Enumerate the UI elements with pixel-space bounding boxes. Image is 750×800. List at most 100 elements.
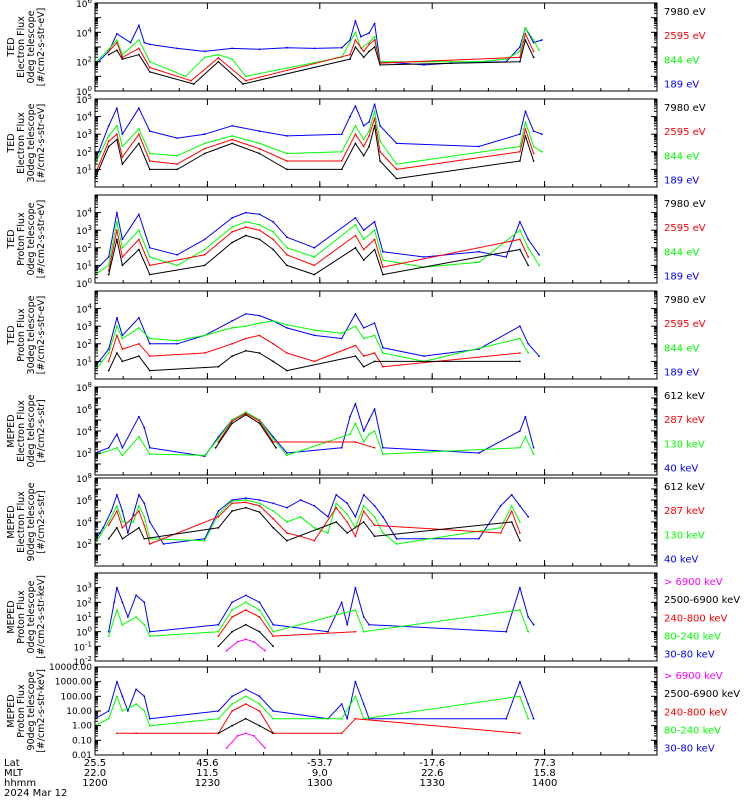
data-point <box>354 586 357 589</box>
data-point <box>362 145 365 148</box>
data-point <box>286 253 288 256</box>
data-point <box>532 56 535 59</box>
legend-entry: 240-800 keV <box>664 613 728 624</box>
data-point <box>116 732 118 735</box>
y-tick-label: 101 <box>76 611 92 624</box>
y-tick-label: 104 <box>76 207 92 220</box>
data-point <box>138 47 140 50</box>
legend-entry: 2595 eV <box>664 223 706 234</box>
data-point <box>346 717 349 720</box>
y-tick-label: 100 <box>76 277 92 290</box>
legend-entry: 240-800 keV <box>664 707 728 718</box>
data-point <box>231 609 234 611</box>
data-point <box>138 53 140 56</box>
data-point <box>373 515 376 518</box>
data-point <box>349 58 351 60</box>
y-axis-label: TED <box>6 229 17 249</box>
data-point <box>313 273 316 276</box>
data-point <box>373 110 376 113</box>
data-point <box>258 314 261 317</box>
data-point <box>527 515 530 518</box>
data-point <box>107 135 110 137</box>
data-point <box>382 266 384 268</box>
data-point <box>148 273 151 276</box>
panel-6: 102 104 106 108 MEPED Electron Flux 90deg tele… <box>6 472 705 567</box>
data-point <box>258 710 261 712</box>
data-point <box>107 360 110 363</box>
data-point <box>107 524 110 527</box>
y-tick-label: 105 <box>76 93 92 106</box>
data-point <box>231 342 234 345</box>
data-point <box>368 41 370 44</box>
data-point <box>519 220 521 223</box>
data-point <box>313 334 316 337</box>
data-point <box>313 47 316 50</box>
data-point <box>217 526 220 529</box>
data-point <box>121 710 124 712</box>
data-point <box>148 152 151 155</box>
data-point <box>532 453 535 455</box>
data-point <box>244 623 247 626</box>
data-point <box>116 493 118 496</box>
data-point <box>231 327 234 329</box>
data-point <box>362 441 365 443</box>
data-point <box>116 49 118 52</box>
data-point <box>340 717 343 720</box>
y-tick-label: 102 <box>76 338 92 351</box>
legend-entry: 612 keV <box>664 482 705 493</box>
data-point <box>541 133 543 136</box>
data-point <box>121 510 124 512</box>
data-point <box>313 256 316 258</box>
data-point <box>116 446 118 449</box>
panel-frame <box>94 98 658 188</box>
data-point <box>244 75 247 78</box>
data-point <box>258 152 261 155</box>
y-axis-label: TED <box>6 133 17 153</box>
data-point <box>505 630 508 633</box>
y-axis-label: Electron Flux <box>16 491 27 553</box>
data-point <box>110 510 113 512</box>
data-point <box>532 152 535 155</box>
data-point <box>176 168 179 171</box>
legend-entry: 844 eV <box>664 55 699 66</box>
data-point <box>340 168 343 171</box>
legend-entry: 30-80 keV <box>664 744 715 755</box>
y-tick-label: 102 <box>76 146 92 159</box>
legend-entry: 2595 eV <box>664 319 706 330</box>
data-point <box>275 446 277 449</box>
series-line <box>217 609 356 637</box>
data-point <box>340 332 343 335</box>
legend-entry: 2595 eV <box>664 31 706 42</box>
y-tick-label: 1000.00 <box>55 678 92 688</box>
panel-frame <box>94 572 658 662</box>
data-point <box>217 513 220 516</box>
data-point <box>379 160 381 162</box>
y-axis-label: 0deg telescope <box>26 202 37 275</box>
data-point <box>244 506 247 509</box>
data-point <box>368 130 370 133</box>
data-point <box>519 430 521 432</box>
data-point <box>340 150 343 153</box>
data-point <box>217 630 220 633</box>
data-point <box>519 732 521 735</box>
data-point <box>379 150 381 153</box>
data-point <box>532 130 535 133</box>
data-point <box>184 75 187 78</box>
data-point <box>258 334 261 337</box>
data-point <box>362 355 365 357</box>
data-point <box>286 454 288 457</box>
data-point <box>107 264 110 267</box>
data-point <box>143 426 146 429</box>
data-point <box>176 253 179 256</box>
data-point <box>532 41 535 44</box>
x-tick-label-mlt: 9.0 <box>312 768 328 779</box>
data-point <box>148 160 151 162</box>
data-point <box>368 121 370 123</box>
series-line <box>95 20 543 66</box>
y-axis-label: 90deg telescope <box>26 482 37 561</box>
data-point <box>231 241 234 244</box>
data-point <box>510 521 513 523</box>
data-point <box>354 313 357 315</box>
data-point <box>258 616 261 618</box>
series-line <box>226 638 266 652</box>
